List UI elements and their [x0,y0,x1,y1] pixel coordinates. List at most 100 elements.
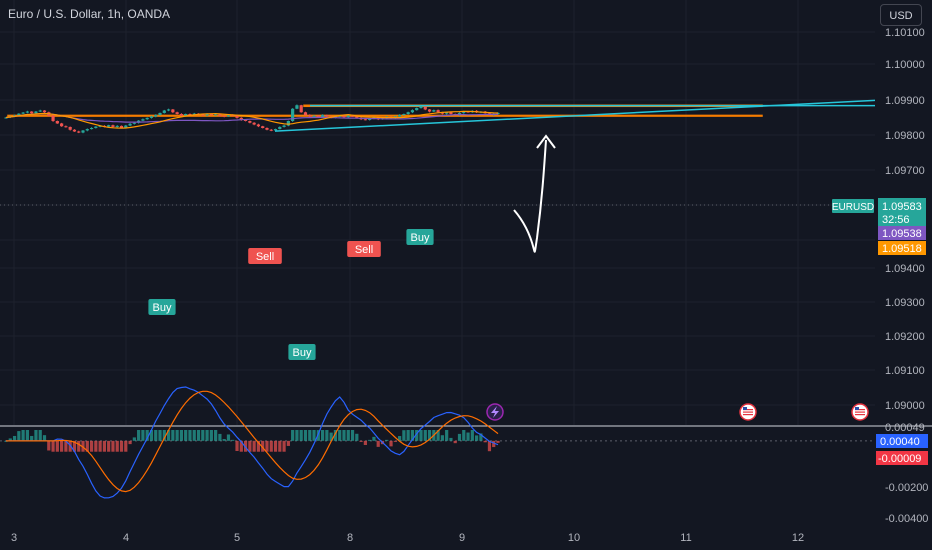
candle-body [107,125,111,127]
histogram-bar [299,430,303,441]
candle-body [115,125,119,127]
histogram-bar [17,431,21,441]
histogram-bar [372,436,376,441]
histogram-bar [427,430,432,441]
histogram-bar [419,430,423,441]
candle-body [363,119,367,121]
candle-body [496,112,500,114]
histogram-bar [355,433,359,441]
histogram-bar [308,430,312,441]
time-axis: 3 4 5 8 9 10 11 12 [11,532,804,544]
ascending-trendline [274,99,876,132]
histogram-bar [248,440,252,452]
histogram-bar [479,433,483,441]
histogram-bar [445,430,449,441]
histogram-bar [243,440,248,452]
candle-body [184,114,188,116]
ma-purple-text: 1.09538 [882,228,922,240]
grid [0,0,875,425]
histogram-bar [406,430,410,441]
candle-body [278,126,282,130]
histogram-bar [235,440,239,452]
candle-body [60,123,64,127]
histogram-bar [179,430,184,441]
candle-body [256,124,261,127]
candle-body [303,112,308,116]
histogram-bar [85,440,89,452]
candle-body [265,128,269,130]
histogram-bar [38,430,42,441]
histogram-bar [363,440,367,445]
histogram-bar [89,440,94,452]
candle-body [350,115,355,117]
histogram-bar [252,440,256,452]
candle-body [30,111,34,114]
histogram-bar [368,439,372,441]
last-price-text: 1.09583 [882,201,922,213]
histogram-bar [462,430,466,441]
osc-tick-label: -0.00400 [885,513,928,525]
histogram-bar [325,430,329,441]
histogram-bar [188,430,192,441]
candle-body [419,106,423,109]
histogram-bar [124,440,128,452]
signal-badge [288,344,316,360]
histogram-bar [166,430,171,441]
candle-body [98,125,102,127]
histogram-bar [21,430,25,441]
candle-body [222,115,226,117]
time-tick-label: 5 [234,532,240,544]
histogram-bar [60,440,64,452]
candle-body [85,129,89,131]
candle-body [239,117,243,120]
histogram-bar [158,430,162,441]
price-tick-label: 1.09000 [885,400,925,412]
projection-arrow-head [536,134,556,149]
candle-body [4,117,8,119]
histogram-bar [55,440,59,452]
candle-body [261,126,265,128]
candle-body [149,116,154,118]
price-tick-label: 1.09900 [885,95,925,107]
histogram-bar [423,430,427,441]
candle-body [124,125,128,128]
candle-body [415,108,419,111]
drawing-lines [274,99,876,253]
signal-badge [148,299,176,315]
candle-body [55,121,59,124]
histogram-bar [209,430,213,441]
histogram-bar [171,430,175,441]
signal-badge [347,241,381,257]
histogram-bar [25,430,29,441]
candle-body [248,121,252,123]
osc-tick-label: 0.00049 [885,422,925,434]
candle-body [145,117,149,120]
us-flag-icon-canton [743,407,747,410]
histogram-bar [77,440,81,452]
price-tick-label: 1.09800 [885,130,925,142]
ma-purple-line [5,112,499,123]
candle-body [179,114,184,116]
candle-body [111,125,115,127]
histogram-bar [222,439,226,441]
candle-body [231,115,235,117]
macd-text: 0.00040 [880,436,920,448]
candle-body [432,110,436,112]
candle-body [77,131,81,133]
histogram-bar [231,439,235,441]
candle-body [286,121,290,126]
currency-button[interactable]: USD [880,4,922,26]
signal-text: Sell [256,251,274,263]
time-tick-label: 10 [568,532,580,544]
signal-text: Buy [411,232,430,244]
histogram-bar [475,435,479,441]
candle-body [273,129,278,131]
histogram-bar [389,440,393,447]
histogram-bar [376,440,380,447]
candle-body [68,126,72,130]
histogram-bar [359,440,363,442]
histogram-bar [175,430,179,441]
candle-body [423,106,427,110]
macd-line [6,386,499,499]
